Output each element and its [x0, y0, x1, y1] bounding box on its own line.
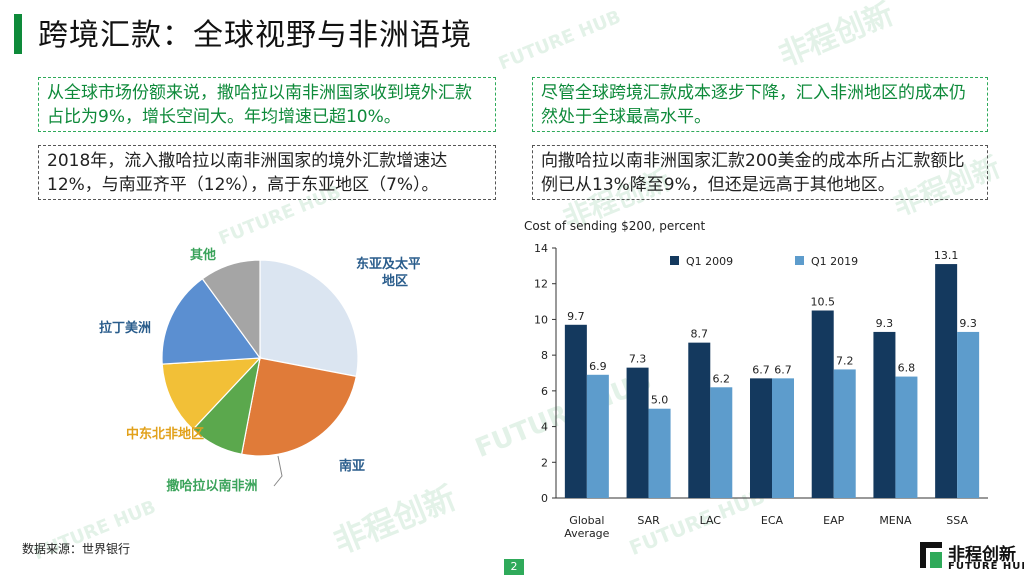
logo-text-cn: 非程创新	[948, 545, 1016, 565]
cost-trend-note: 尽管全球跨境汇款成本逐步下降，汇入非洲地区的成本仍然处于全球最高水平。	[532, 77, 988, 132]
pie-slice-label: 拉丁美洲	[99, 320, 151, 336]
bar-value-label: 9.3	[959, 317, 977, 330]
page-number: 2	[504, 559, 524, 575]
remittance-share-pie-chart: 东亚及太平洋地区南亚撒哈拉以南非洲 中东北非地区 拉丁美洲 其他	[99, 247, 420, 494]
logo-text-en: FUTURE HUB	[948, 561, 1024, 572]
bar	[811, 310, 834, 498]
legend-swatch	[670, 256, 679, 265]
x-tick-label: MENA	[879, 514, 912, 527]
y-tick-label: 4	[541, 421, 548, 434]
y-tick-label: 8	[541, 349, 548, 362]
bar-value-label: 9.3	[876, 317, 894, 330]
chart-title: Cost of sending $200, percent	[524, 219, 706, 233]
bar	[710, 387, 733, 498]
pie-slice-label: 其他	[190, 247, 216, 263]
pie-leader-line	[273, 455, 283, 487]
logo-mark-icon	[920, 542, 942, 568]
page-title: 跨境汇款：全球视野与非洲语境	[38, 18, 472, 53]
bar-value-label: 5.0	[651, 394, 669, 407]
data-source: 数据来源：世界银行	[22, 542, 131, 556]
legend-label: Q1 2009	[686, 255, 733, 268]
pie-slice-label: 东亚及太平洋地区	[356, 256, 420, 289]
bar-value-label: 6.8	[898, 362, 916, 375]
bar-value-label: 6.7	[752, 363, 770, 376]
pie-slice-label: 撒哈拉以南非洲	[166, 478, 257, 494]
bar-value-label: 10.5	[810, 296, 835, 309]
y-tick-label: 10	[534, 313, 548, 326]
watermark: FUTURE HUB	[495, 6, 624, 75]
global-share-note: 从全球市场份额来说，撒哈拉以南非洲国家收到境外汇款占比为9%，增长空间大。年均增…	[38, 77, 496, 132]
bar	[564, 324, 587, 498]
legend-label: Q1 2019	[811, 255, 858, 268]
bar-value-label: 7.2	[836, 354, 854, 367]
pie-slice	[201, 259, 261, 360]
bar	[873, 331, 896, 498]
y-tick-label: 2	[541, 456, 548, 469]
x-tick-label: EAP	[823, 514, 844, 527]
legend-swatch	[795, 256, 804, 265]
bar	[648, 408, 671, 498]
y-tick-label: 0	[541, 492, 548, 505]
y-tick-label: 14	[534, 242, 548, 255]
bar-value-label: 6.7	[774, 363, 792, 376]
bar-value-label: 8.7	[691, 328, 709, 341]
pie-slice	[161, 277, 262, 365]
x-tick-label: ECA	[761, 514, 784, 527]
pie-slice-label: 南亚	[339, 458, 365, 474]
bar-value-label: 6.2	[713, 372, 731, 385]
remittance-cost-bar-chart: Cost of sending $200, percent 0 2 4 6 8 10 12 14…	[524, 219, 988, 540]
bar	[626, 367, 649, 498]
bar-value-label: 13.1	[934, 249, 959, 262]
pie-slice	[161, 357, 262, 431]
x-tick-label: LAC	[700, 514, 722, 527]
bar	[586, 374, 609, 498]
watermark: 非程创新	[774, 0, 899, 74]
bar	[957, 331, 980, 498]
pie-slice-label: 中东北非地区	[126, 426, 204, 442]
x-tick-label: SAR	[637, 514, 660, 527]
title-accent-bar	[14, 14, 22, 54]
y-tick-label: 6	[541, 385, 548, 398]
bar	[935, 264, 958, 498]
bar	[688, 342, 711, 498]
bar	[895, 376, 918, 498]
bar	[833, 369, 856, 498]
cost-ratio-note: 向撒哈拉以南非洲国家汇款200美金的成本所占汇款额比例已从13%降至9%，但还是…	[532, 145, 988, 200]
x-tick-label: Global Average	[564, 514, 609, 540]
growth-rate-note: 2018年，流入撒哈拉以南非洲国家的境外汇款增速达12%，与南亚齐平（12%），…	[38, 145, 496, 200]
y-tick-label: 12	[534, 278, 548, 291]
bar	[772, 378, 794, 498]
bar	[750, 378, 772, 498]
bar-value-label: 7.3	[629, 353, 647, 366]
bar-value-label: 9.7	[567, 310, 585, 323]
x-tick-label: SSA	[946, 514, 968, 527]
pie-slice	[240, 357, 357, 457]
bar-value-label: 6.9	[589, 360, 607, 373]
pie-slice	[259, 259, 359, 378]
